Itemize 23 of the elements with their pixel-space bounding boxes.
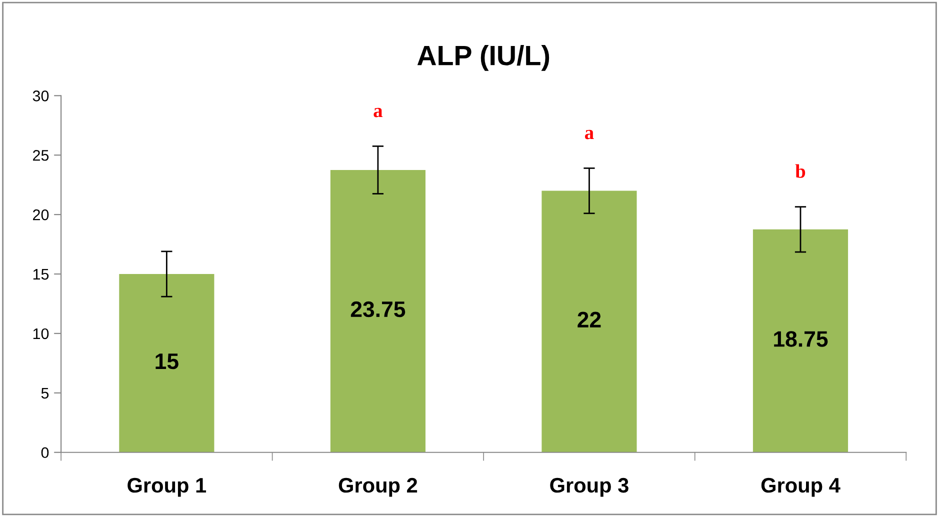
bar bbox=[542, 190, 637, 452]
y-tick-label: 25 bbox=[33, 150, 49, 161]
chart-title: ALP (IU/L) bbox=[417, 44, 550, 71]
x-tick-label: Group 3 bbox=[550, 478, 628, 497]
y-tick-label: 15 bbox=[33, 269, 49, 280]
x-tick-label: Group 2 bbox=[338, 478, 418, 497]
data-label: 23.75 bbox=[350, 301, 406, 318]
bar bbox=[119, 274, 214, 452]
x-tick-label: Group 1 bbox=[128, 478, 206, 497]
y-tick-label: 5 bbox=[41, 388, 49, 399]
y-tick-label: 0 bbox=[41, 447, 49, 458]
y-tick-label: 10 bbox=[33, 328, 49, 340]
data-label: 22 bbox=[578, 312, 601, 328]
annotation: a bbox=[374, 108, 383, 118]
y-tick-label: 30 bbox=[32, 90, 49, 102]
annotation: b bbox=[795, 164, 806, 178]
annotation: a bbox=[584, 130, 594, 140]
data-label: 15 bbox=[156, 354, 178, 370]
y-tick-label: 20 bbox=[33, 209, 49, 220]
bar bbox=[752, 229, 848, 452]
data-label: 18.75 bbox=[774, 331, 828, 347]
x-tick-label: Group 4 bbox=[761, 478, 840, 497]
bar bbox=[330, 170, 426, 452]
